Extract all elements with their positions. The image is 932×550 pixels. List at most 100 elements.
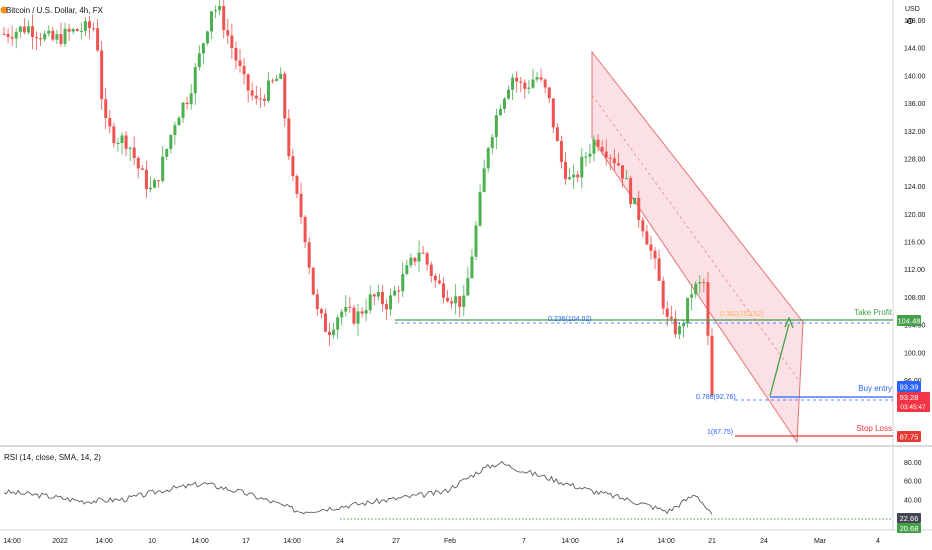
candle-body [201,43,205,54]
candle-body [360,311,364,314]
candle-body [43,33,47,40]
candle-body [197,53,201,68]
candle-body [39,38,43,40]
candle-body [629,178,633,205]
candle-body [486,148,490,169]
time-axis: 14:00 2022 14:00 10 14:00 17 14:00 24 27 Feb 7 14:0… [3,538,880,545]
candle-body [425,253,429,265]
candle-body [596,139,600,147]
candle-body [92,28,96,30]
candle-body [409,257,413,266]
candle-body [148,187,152,190]
candle-body [100,50,104,100]
candle-body [572,174,576,178]
candle-body [336,317,340,330]
candle-body [665,308,669,317]
rsi-line [3,460,713,515]
candle-body [474,225,478,257]
candle-body [702,282,706,284]
time-tick-label: 10 [148,538,156,545]
candle-body [446,297,450,302]
price-tick-label: 124.00 [904,184,926,191]
candle-body [368,294,372,311]
candle-body [332,329,336,336]
candle-body [299,193,303,218]
price-tick-label: 132.00 [904,129,926,136]
candle-body [128,147,132,149]
candle-body [210,11,214,32]
candle-body [645,231,649,245]
candle-body [287,118,291,157]
candle-body [686,297,690,324]
candle-body [71,29,75,32]
candle-body [307,242,311,268]
candle-body [132,147,136,158]
candle-body [144,169,148,190]
candle-body [470,256,474,279]
candle-body [205,31,209,44]
candle-body [535,77,539,80]
candle-body [177,117,181,126]
candle-body [376,291,380,297]
candle-body [18,26,22,32]
candle-body [450,301,454,304]
candle-body [328,331,332,336]
candle-body [181,102,185,118]
candle-body [372,294,376,297]
candle-body [531,79,535,88]
candle-body [661,280,665,309]
candle-body [157,180,161,182]
candle-body [14,31,18,39]
candle-body [580,156,584,178]
candle-body [527,87,531,89]
candle-body [649,244,653,251]
stop-loss-price: 87.75 [900,433,919,442]
candle-body [608,157,612,159]
candle-body [673,318,677,335]
candle-body [433,275,437,281]
time-tick-label: 14 [616,538,624,545]
candle-body [242,65,246,75]
candle-body [356,311,360,324]
candle-body [604,151,608,158]
stop-loss-label: Stop Loss [856,424,892,433]
candle-body [96,28,100,51]
settings-icon[interactable] [907,18,913,24]
rsi-sma-value: 20.68 [900,524,919,533]
candle-body [584,156,588,158]
fib-382-label: 0.382(103.52) [720,311,764,318]
candle-body [364,310,368,314]
candle-body [466,278,470,296]
candle-body [283,73,287,119]
symbol-title[interactable]: Bitcoin / U.S. Dollar, 4h, FX [6,6,104,15]
time-tick-label: 2022 [52,538,68,545]
last-price: 93.28 [900,393,919,402]
candle-body [564,161,568,180]
buy-entry-price: 93.39 [900,383,919,392]
candle-body [51,30,55,40]
candle-body [462,295,466,307]
currency-label: USD [905,6,920,13]
candle-body [185,102,189,105]
candle-body [698,282,702,284]
price-tick-label: 100.00 [904,350,926,357]
candle-body [83,21,87,31]
candle-body [384,304,388,310]
time-tick-label: 14:00 [657,538,675,545]
candle-body [677,326,681,335]
descending-channel[interactable] [591,50,804,444]
candlestick-series [2,0,714,397]
rsi-title[interactable]: RSI (14, close, SMA, 14, 2) [4,453,101,462]
candle-body [22,26,26,33]
projection-arrowhead [784,316,794,329]
rsi-tick-label: 60.00 [904,479,922,486]
stop-loss-badge [897,431,921,442]
projection-arrow[interactable] [769,323,790,397]
candle-body [458,296,462,307]
candle-body [393,290,397,296]
candle-body [551,98,555,128]
candle-body [79,30,83,32]
price-tick-label: 116.00 [904,240,925,247]
